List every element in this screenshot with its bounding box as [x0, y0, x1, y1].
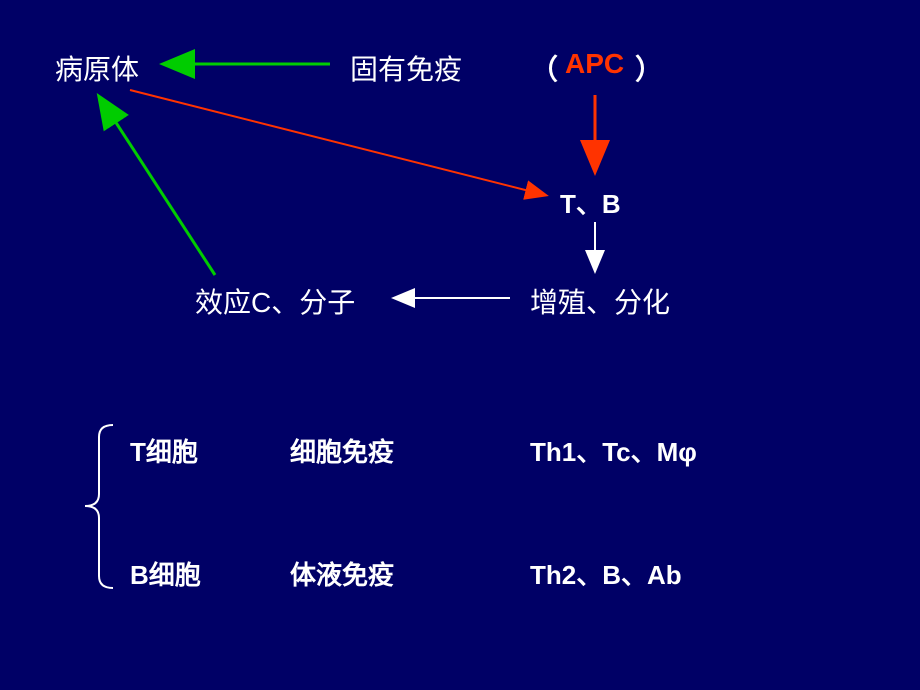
arrow-pathogen-to-tb: [130, 90, 545, 195]
node-prolif: 增殖、分化: [530, 281, 670, 321]
node-tcell: T细胞: [130, 432, 198, 469]
node-apc_close: ）: [635, 48, 663, 88]
node-humimm: 体液免疫: [290, 555, 394, 592]
node-tb: T、B: [560, 184, 621, 221]
arrow-effector-to-pathogen: [100, 98, 215, 275]
node-th1: Th1、Tc、Mφ: [530, 432, 697, 469]
brace: [85, 425, 113, 588]
node-cellimm: 细胞免疫: [290, 432, 394, 469]
node-th2: Th2、B、Ab: [530, 555, 682, 592]
node-pathogen: 病原体: [55, 48, 139, 88]
node-apc: APC: [565, 48, 624, 80]
node-effector: 效应C、分子: [195, 281, 355, 321]
node-apc_open: （: [530, 48, 558, 88]
node-bcell: B细胞: [130, 555, 201, 592]
node-innate: 固有免疫: [350, 48, 462, 88]
